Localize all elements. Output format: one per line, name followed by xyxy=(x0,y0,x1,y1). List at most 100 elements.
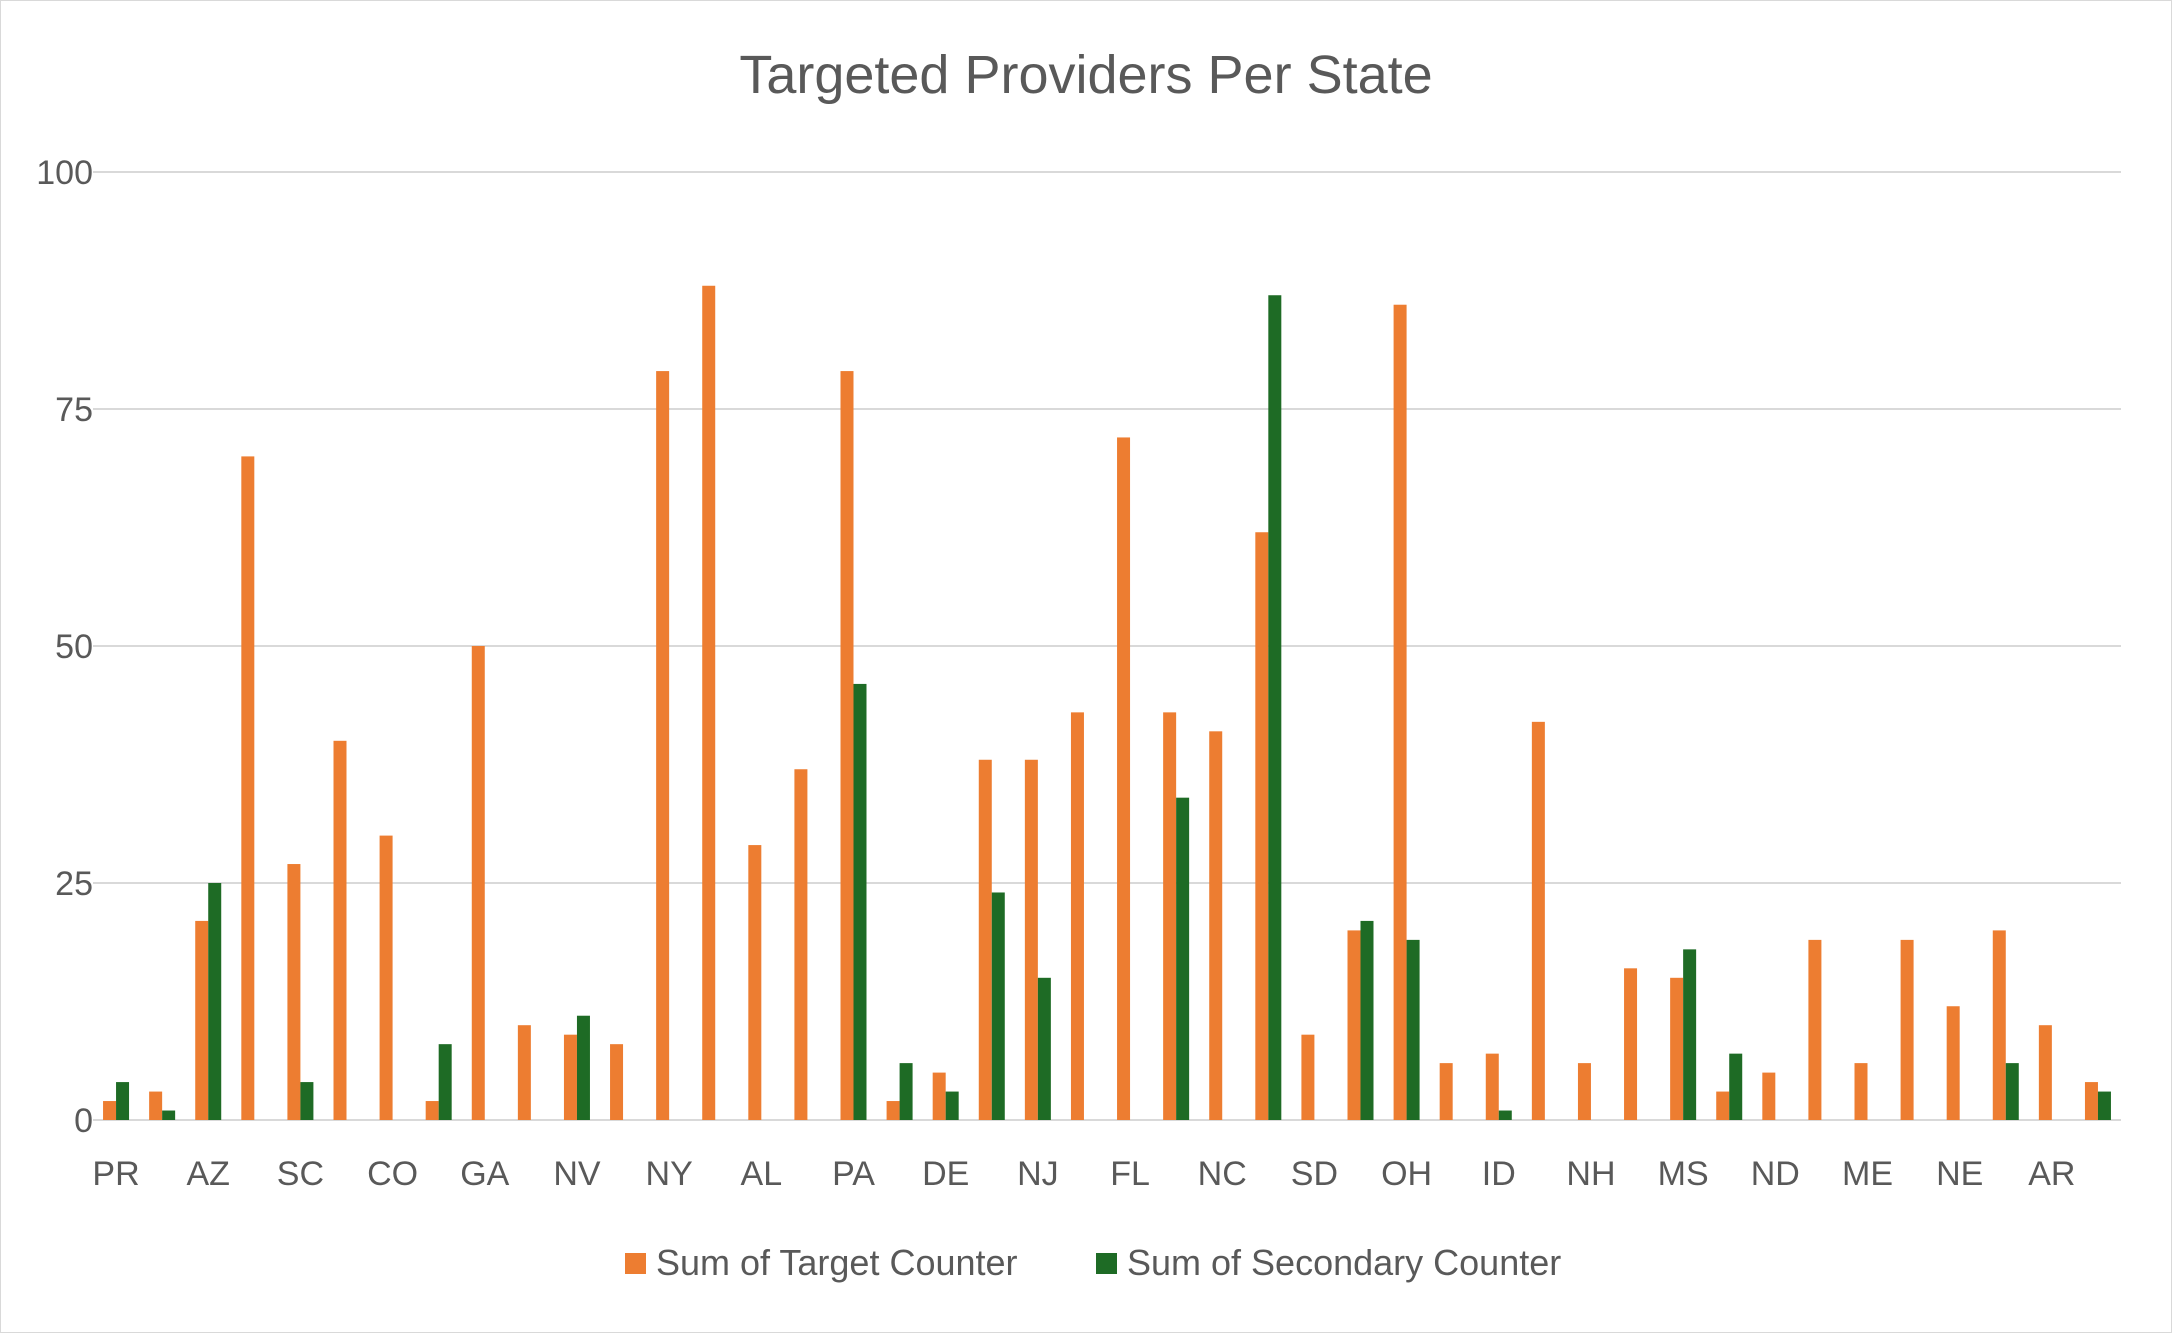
bar-secondary xyxy=(2097,1091,2111,1120)
bar-target xyxy=(1024,759,1038,1120)
bar-target xyxy=(1762,1072,1776,1120)
bar-target xyxy=(1577,1063,1591,1120)
x-tick-label: ME xyxy=(1842,1155,1893,1193)
legend-swatch xyxy=(1096,1253,1117,1274)
bar-target xyxy=(2038,1025,2052,1120)
x-tick-label: ID xyxy=(1482,1155,1516,1193)
bar-target xyxy=(840,371,854,1121)
bar-target xyxy=(287,864,301,1120)
bar-target xyxy=(1117,437,1131,1120)
bar-target xyxy=(241,456,255,1120)
bars xyxy=(103,285,2111,1121)
bar-target xyxy=(610,1044,624,1120)
y-axis-ticks: 0 25 50 75 100 xyxy=(36,154,93,1140)
bar-secondary xyxy=(1406,939,1420,1120)
bar-target xyxy=(333,740,347,1120)
y-tick-label: 75 xyxy=(55,391,93,429)
bar-target xyxy=(425,1101,439,1120)
bar-target xyxy=(2084,1082,2098,1120)
bar-target xyxy=(1854,1063,1868,1120)
bar-target xyxy=(1163,712,1177,1120)
x-tick-label: GA xyxy=(460,1155,509,1193)
bar-target xyxy=(1209,731,1223,1120)
bar-target xyxy=(471,646,485,1120)
x-tick-label: AR xyxy=(2028,1155,2075,1193)
x-tick-label: MS xyxy=(1658,1155,1709,1193)
bar-target xyxy=(978,759,992,1120)
bar-target xyxy=(748,845,762,1120)
x-tick-label: OH xyxy=(1381,1155,1432,1193)
bar-target xyxy=(1992,930,2006,1120)
bar-secondary xyxy=(991,892,1005,1120)
x-tick-label: ND xyxy=(1751,1155,1800,1193)
x-tick-label: FL xyxy=(1110,1155,1150,1193)
y-tick-label: 50 xyxy=(55,628,93,666)
bar-target xyxy=(1716,1091,1730,1120)
bar-target xyxy=(1347,930,1361,1120)
bar-secondary xyxy=(438,1044,452,1120)
x-tick-label: SC xyxy=(277,1155,324,1193)
bar-target xyxy=(1531,721,1545,1120)
bar-secondary xyxy=(576,1015,590,1120)
legend: Sum of Target Counter Sum of Secondary Co… xyxy=(625,1242,1561,1283)
bar-secondary xyxy=(116,1082,130,1120)
bar-target xyxy=(379,835,393,1120)
y-tick-label: 25 xyxy=(55,865,93,903)
legend-label: Sum of Target Counter xyxy=(656,1242,1018,1283)
x-tick-label: NJ xyxy=(1017,1155,1059,1193)
bar-target xyxy=(886,1101,900,1120)
bar-secondary xyxy=(208,883,222,1120)
x-tick-label: NH xyxy=(1566,1155,1615,1193)
bar-target xyxy=(1670,977,1684,1120)
bar-secondary xyxy=(1498,1110,1512,1120)
x-tick-label: SD xyxy=(1291,1155,1338,1193)
bar-secondary xyxy=(1360,920,1374,1120)
bar-target xyxy=(1070,712,1084,1120)
bar-target xyxy=(702,285,716,1120)
x-tick-label: NE xyxy=(1936,1155,1983,1193)
bar-target xyxy=(517,1025,531,1120)
bar-target xyxy=(932,1072,946,1120)
x-tick-label: AZ xyxy=(187,1155,230,1193)
x-tick-label: NY xyxy=(646,1155,693,1193)
bar-target xyxy=(1946,1006,1960,1120)
bar-secondary xyxy=(1268,295,1282,1120)
bar-target xyxy=(656,371,670,1121)
bar-target xyxy=(563,1034,577,1120)
bar-target xyxy=(195,920,209,1120)
bar-target xyxy=(1439,1063,1453,1120)
bar-secondary xyxy=(300,1082,314,1120)
x-axis-ticks: PR AZ SC CO GA NV NY AL PA DE NJ FL NC SD OH ID NH MS ND ME… xyxy=(92,1155,2075,1193)
bar-target xyxy=(1900,939,1914,1120)
x-tick-label: NC xyxy=(1198,1155,1247,1193)
bar-secondary xyxy=(162,1110,176,1120)
chart-title: Targeted Providers Per State xyxy=(739,45,1432,105)
x-tick-label: DE xyxy=(922,1155,969,1193)
bar-secondary xyxy=(1729,1053,1743,1120)
bar-secondary xyxy=(1037,977,1051,1120)
x-tick-label: CO xyxy=(367,1155,418,1193)
bar-secondary xyxy=(1176,797,1190,1120)
gridlines xyxy=(93,171,2121,1121)
x-tick-label: NV xyxy=(553,1155,601,1193)
bar-target xyxy=(103,1101,117,1120)
bar-target xyxy=(794,769,808,1120)
legend-label: Sum of Secondary Counter xyxy=(1127,1242,1561,1283)
bar-target xyxy=(1485,1053,1499,1120)
y-tick-label: 0 xyxy=(74,1102,93,1140)
bar-secondary xyxy=(853,683,867,1120)
x-tick-label: AL xyxy=(741,1155,783,1193)
bar-target xyxy=(1301,1034,1315,1120)
bar-target xyxy=(1624,968,1638,1120)
bar-target xyxy=(149,1091,163,1120)
x-tick-label: PR xyxy=(92,1155,139,1193)
legend-swatch xyxy=(625,1253,646,1274)
y-tick-label: 100 xyxy=(36,154,93,192)
bar-secondary xyxy=(1683,949,1697,1120)
bar-secondary xyxy=(945,1091,959,1120)
bar-secondary xyxy=(899,1063,913,1120)
bar-target xyxy=(1393,304,1407,1121)
bar-target xyxy=(1255,532,1269,1120)
